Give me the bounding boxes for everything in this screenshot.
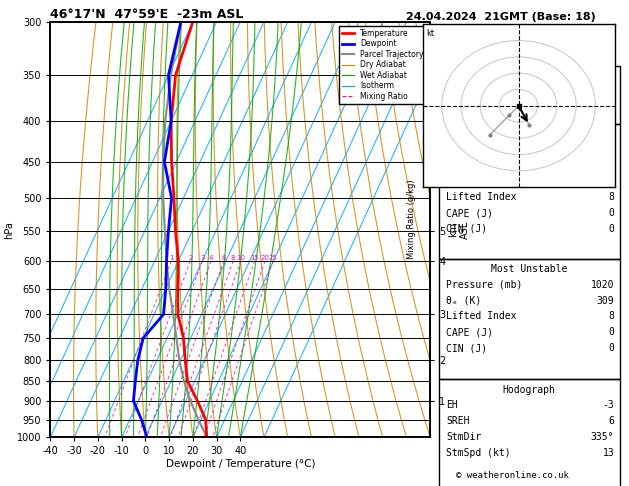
- Y-axis label: hPa: hPa: [4, 221, 14, 239]
- Text: kt: kt: [426, 29, 435, 38]
- Legend: Temperature, Dewpoint, Parcel Trajectory, Dry Adiabat, Wet Adiabat, Isotherm, Mi: Temperature, Dewpoint, Parcel Trajectory…: [339, 26, 426, 104]
- Text: 8: 8: [608, 312, 614, 322]
- Text: 309: 309: [596, 295, 614, 306]
- Text: © weatheronline.co.uk: © weatheronline.co.uk: [456, 471, 569, 480]
- Text: 20: 20: [260, 255, 269, 261]
- Text: 6: 6: [221, 255, 226, 261]
- Text: K: K: [446, 71, 452, 81]
- Text: 2: 2: [188, 255, 192, 261]
- Text: 0: 0: [608, 208, 614, 218]
- Text: StmDir: StmDir: [446, 432, 481, 442]
- Text: -3: -3: [603, 400, 614, 410]
- Text: Mixing Ratio (g/kg): Mixing Ratio (g/kg): [408, 179, 416, 259]
- Text: 1.13: 1.13: [591, 105, 614, 115]
- Text: CIN (J): CIN (J): [446, 343, 487, 353]
- Text: 1020: 1020: [591, 280, 614, 290]
- Text: -6: -6: [603, 71, 614, 81]
- Text: 13: 13: [603, 448, 614, 458]
- Text: Lifted Index: Lifted Index: [446, 312, 516, 322]
- Text: 10: 10: [236, 255, 245, 261]
- Text: EH: EH: [446, 400, 458, 410]
- Text: StmSpd (kt): StmSpd (kt): [446, 448, 511, 458]
- Text: 46°17'N  47°59'E  -23m ASL: 46°17'N 47°59'E -23m ASL: [50, 8, 243, 21]
- Text: 8: 8: [608, 192, 614, 202]
- Text: Totals Totals: Totals Totals: [446, 87, 522, 98]
- Text: 335°: 335°: [591, 432, 614, 442]
- Text: 8: 8: [231, 255, 235, 261]
- Text: 3: 3: [200, 255, 204, 261]
- Text: 6: 6: [608, 416, 614, 426]
- X-axis label: Dewpoint / Temperature (°C): Dewpoint / Temperature (°C): [165, 459, 315, 469]
- Text: Temp (°C): Temp (°C): [446, 145, 499, 155]
- Text: Lifted Index: Lifted Index: [446, 192, 516, 202]
- Text: Most Unstable: Most Unstable: [491, 264, 567, 274]
- Text: 0.7: 0.7: [596, 161, 614, 171]
- Text: 25.9: 25.9: [591, 145, 614, 155]
- Text: 0: 0: [608, 343, 614, 353]
- Y-axis label: km
ASL: km ASL: [448, 221, 470, 239]
- Bar: [438, 123, 620, 259]
- Bar: [438, 259, 620, 379]
- Text: CIN (J): CIN (J): [446, 224, 487, 234]
- Text: 24.04.2024  21GMT (Base: 18): 24.04.2024 21GMT (Base: 18): [406, 12, 596, 22]
- Text: 1: 1: [169, 255, 174, 261]
- Text: 15: 15: [250, 255, 259, 261]
- Text: Dewp (°C): Dewp (°C): [446, 161, 499, 171]
- Text: 25: 25: [269, 255, 277, 261]
- Text: 4: 4: [209, 255, 213, 261]
- Text: 37: 37: [603, 87, 614, 98]
- Bar: [438, 379, 620, 486]
- Text: θₑ (K): θₑ (K): [446, 295, 481, 306]
- Text: θₑ(K): θₑ(K): [446, 176, 476, 187]
- Text: CAPE (J): CAPE (J): [446, 327, 493, 337]
- Text: 0: 0: [608, 224, 614, 234]
- Text: PW (cm): PW (cm): [446, 105, 487, 115]
- Text: 309: 309: [596, 176, 614, 187]
- Text: Pressure (mb): Pressure (mb): [446, 280, 522, 290]
- Text: Hodograph: Hodograph: [503, 384, 555, 395]
- Text: CAPE (J): CAPE (J): [446, 208, 493, 218]
- Text: SREH: SREH: [446, 416, 469, 426]
- Text: 0: 0: [608, 327, 614, 337]
- Text: Surface: Surface: [508, 129, 550, 139]
- Bar: [438, 66, 620, 123]
